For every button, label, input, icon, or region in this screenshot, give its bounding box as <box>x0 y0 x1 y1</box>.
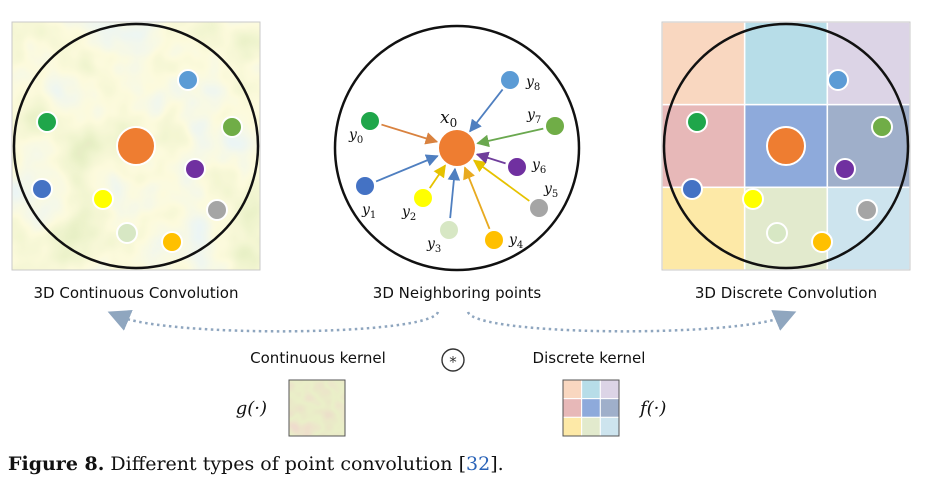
label-continuous-conv: 3D Continuous Convolution <box>34 284 239 302</box>
arrow-to-discrete <box>466 310 797 333</box>
kernel-cell <box>581 416 601 437</box>
point-purple <box>184 158 206 180</box>
arrow-y6 <box>475 151 506 165</box>
right-points <box>681 69 893 253</box>
caption-reference-link[interactable]: 32 <box>466 453 491 475</box>
label-discrete-kernel: Discrete kernel <box>533 349 646 367</box>
point-pale <box>766 222 788 244</box>
arrow-y3 <box>447 167 461 219</box>
arrow-y1 <box>375 154 439 183</box>
arrow-to-continuous <box>107 309 440 333</box>
point-blue-light <box>177 69 199 91</box>
point-gray <box>856 199 878 221</box>
neighbor-label-y0: y0 <box>348 127 363 146</box>
neighbor-point-y8 <box>499 69 521 91</box>
point-blue-light <box>827 69 849 91</box>
discrete-conv-panel: 3D Discrete Convolution <box>661 21 911 302</box>
kernel-cell <box>562 379 583 400</box>
caption-text: Different types of point convolution [ <box>104 453 466 475</box>
label-neighboring: 3D Neighboring points <box>373 284 542 302</box>
neighbor-arrows <box>375 88 544 230</box>
kernel-cell <box>562 398 583 418</box>
label-continuous-kernel: Continuous kernel <box>250 349 386 367</box>
grid-cell <box>743 21 829 106</box>
neighbor-point-y0 <box>359 110 381 132</box>
arrow-y2 <box>429 164 446 189</box>
kernel-cell <box>599 416 620 437</box>
neighbor-point-y5 <box>528 197 550 219</box>
f-function-label: f(·) <box>638 398 666 419</box>
g-function-label: g(·) <box>236 398 267 419</box>
point-purple <box>834 158 856 180</box>
arrow-y5 <box>472 159 530 202</box>
point-orange <box>811 231 833 253</box>
conv-symbol: * <box>449 353 457 371</box>
center-point <box>766 126 806 166</box>
grid-cell <box>826 21 911 106</box>
point-yellow <box>742 188 764 210</box>
point-gray <box>206 199 228 221</box>
caption-figure-number: Figure 8. <box>8 453 105 475</box>
continuous-conv-panel: 3D Continuous Convolution <box>11 21 261 302</box>
neighbor-point-y7 <box>544 115 566 137</box>
point-blue-dark <box>681 178 703 200</box>
grid-cell <box>661 21 746 106</box>
arrow-y0 <box>381 123 439 145</box>
center-point-label: x0 <box>440 108 457 130</box>
neighbor-label-y1: y1 <box>361 202 376 221</box>
neighbor-label-y6: y6 <box>531 157 546 176</box>
point-green <box>36 111 58 133</box>
kernel-cell <box>581 398 601 418</box>
center-point-x0 <box>437 128 477 168</box>
left-points <box>31 69 243 253</box>
point-green <box>686 111 708 133</box>
neighbor-point-y6 <box>506 156 528 178</box>
point-blue-dark <box>31 178 53 200</box>
arrow-y8 <box>469 88 504 133</box>
neighbor-label-y8: y8 <box>525 74 540 93</box>
kernel-cell <box>599 398 620 418</box>
point-green-light <box>871 116 893 138</box>
point-orange <box>161 231 183 253</box>
neighbor-label-y4: y4 <box>508 232 523 251</box>
neighbor-point-y1 <box>354 175 376 197</box>
grid-cell <box>661 186 746 271</box>
neighbor-labels: y0 y1 y2 y3 y4 y5 y6 y7 y8 <box>348 74 558 255</box>
neighbor-point-y3 <box>438 219 460 241</box>
middle-points <box>354 69 566 251</box>
neighboring-panel: x0 y0 y1 y2 y3 y4 y5 y6 y7 y8 3D Neighboring poi… <box>333 24 581 302</box>
label-discrete-conv: 3D Discrete Convolution <box>695 284 877 302</box>
kernel-cell <box>599 379 620 400</box>
continuous-kernel-image <box>289 380 345 436</box>
neighborhood-circle-right <box>662 22 910 270</box>
neighbor-point-y4 <box>483 229 505 251</box>
neighbor-label-y7: y7 <box>526 107 541 126</box>
point-green-light <box>221 116 243 138</box>
center-point <box>116 126 156 166</box>
neighbor-label-y3: y3 <box>426 236 441 255</box>
point-yellow <box>92 188 114 210</box>
figure-caption: Figure 8. Different types of point convo… <box>8 453 504 475</box>
neighborhood-circle-left <box>12 22 260 270</box>
arrow-y4 <box>463 166 491 230</box>
kernel-cell <box>562 416 583 437</box>
point-pale <box>116 222 138 244</box>
neighbor-label-y2: y2 <box>401 204 416 223</box>
kernel-cell <box>581 379 601 400</box>
convolution-operator: * <box>441 348 465 372</box>
arrow-y7 <box>476 127 544 148</box>
neighbor-point-y2 <box>412 187 434 209</box>
neighbor-label-y5: y5 <box>543 181 558 200</box>
discrete-kernel-grid <box>562 379 620 437</box>
caption-end: ]. <box>490 453 504 475</box>
